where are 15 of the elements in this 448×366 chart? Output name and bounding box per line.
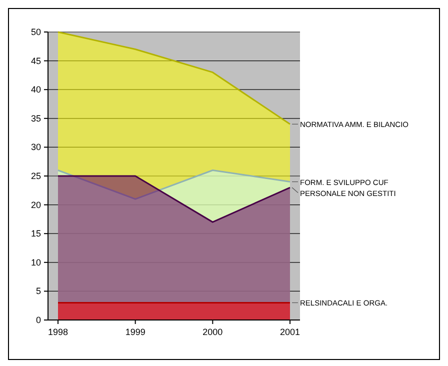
y-tick-label: 50 [30,27,41,37]
y-tick-label: 25 [30,171,41,181]
x-tick-label: 1998 [48,327,68,337]
y-tick-label: 5 [36,286,41,296]
x-tick-label: 2000 [202,327,223,337]
y-tick-label: 20 [30,200,41,210]
y-tick-label: 30 [30,142,41,152]
y-tick-label: 0 [36,315,41,325]
y-tick-label: 40 [30,84,41,95]
x-tick-label: 1999 [125,327,146,337]
y-tick-label: 45 [30,56,41,66]
x-tick-label: 2001 [280,327,300,337]
y-tick-label: 10 [30,257,41,268]
y-tick-label: 15 [30,228,41,239]
y-tick-label: 35 [30,113,41,124]
